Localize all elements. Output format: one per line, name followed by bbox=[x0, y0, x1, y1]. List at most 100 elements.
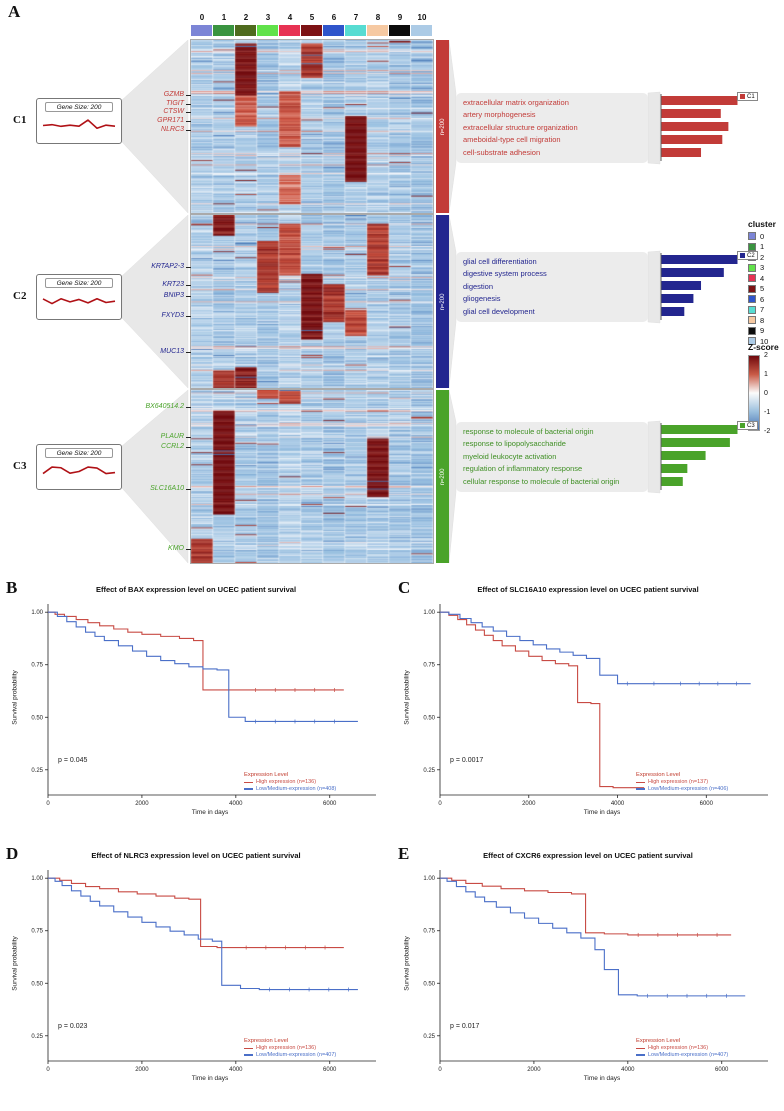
svg-text:0.75: 0.75 bbox=[423, 929, 435, 935]
km-title-bax: Effect of BAX expression level on UCEC p… bbox=[95, 585, 297, 594]
gene-label-slc16a10: SLC16A10 bbox=[150, 485, 184, 492]
svg-text:6000: 6000 bbox=[323, 801, 337, 807]
column-cluster-color bbox=[411, 25, 433, 36]
high-line-swatch bbox=[636, 1047, 645, 1049]
svg-text:6000: 6000 bbox=[323, 1067, 337, 1073]
svg-text:0.25: 0.25 bbox=[423, 1034, 435, 1040]
go-bar bbox=[661, 268, 724, 277]
x-axis-label: Time in days bbox=[191, 809, 229, 816]
profile-line bbox=[42, 466, 116, 475]
gene-label-kmo: KMO bbox=[168, 545, 184, 552]
svg-text:4000: 4000 bbox=[611, 801, 625, 807]
go-bar bbox=[661, 109, 721, 118]
legend-low-label: Low/Medium-expression (n=408) bbox=[256, 785, 337, 792]
go-term: gliogenesis bbox=[463, 294, 501, 304]
gene-tick bbox=[186, 407, 191, 408]
cluster-color-swatch bbox=[748, 232, 756, 241]
gene-size-label: Gene Size: 200 bbox=[45, 278, 113, 288]
zscore-tick-label: 1 bbox=[764, 370, 768, 378]
p-value: p = 0.023 bbox=[58, 1023, 88, 1030]
cluster-legend-item: 7 bbox=[748, 305, 776, 316]
gene-label-muc13: MUC13 bbox=[160, 348, 184, 355]
y-axis-label: Survival probability bbox=[11, 936, 19, 991]
low-line-swatch bbox=[244, 788, 253, 790]
barchart-tag-c2: C2 bbox=[737, 251, 758, 260]
cluster-legend-item: 1 bbox=[748, 242, 776, 253]
y-axis-label: Survival probability bbox=[403, 936, 411, 991]
svg-text:4000: 4000 bbox=[229, 1067, 243, 1073]
cluster-color-swatch bbox=[748, 295, 756, 304]
gene-tick bbox=[186, 352, 191, 353]
cluster-legend-item: 3 bbox=[748, 263, 776, 274]
survival-curve-low bbox=[440, 877, 746, 997]
zscore-tick-label: 0 bbox=[764, 389, 768, 397]
go-term: glial cell development bbox=[463, 306, 535, 316]
go-term: response to molecule of bacterial origin bbox=[463, 427, 594, 436]
go-bar bbox=[661, 425, 738, 434]
column-cluster-color bbox=[257, 25, 279, 36]
cluster-color-swatch bbox=[748, 242, 756, 251]
survival-curve-high bbox=[440, 611, 645, 789]
svg-text:2000: 2000 bbox=[135, 801, 149, 807]
svg-text:0.50: 0.50 bbox=[423, 715, 435, 721]
svg-text:1.00: 1.00 bbox=[423, 876, 435, 882]
cluster-legend-label: 6 bbox=[760, 294, 765, 304]
km-panel-nlrc3: D Effect of NLRC3 expression level on UC… bbox=[0, 844, 392, 1110]
km-panel-slc16a10: C Effect of SLC16A10 expression level on… bbox=[392, 578, 784, 844]
svg-text:1.00: 1.00 bbox=[31, 610, 43, 616]
heatmap-cluster2-canvas bbox=[190, 214, 434, 389]
svg-text:6000: 6000 bbox=[715, 1067, 729, 1073]
go-term: cell-substrate adhesion bbox=[463, 147, 541, 157]
panel-a-label: A bbox=[8, 2, 21, 21]
gene-label-gzmb: GZMB bbox=[163, 91, 184, 98]
cluster1-profile-sparkline bbox=[42, 119, 116, 130]
cluster-legend-label: 3 bbox=[760, 263, 765, 273]
cluster2-summary-box: Gene Size: 200 bbox=[36, 274, 122, 320]
cluster-color-swatch bbox=[748, 284, 756, 293]
survival-curve-high bbox=[440, 877, 732, 936]
go-bar bbox=[661, 148, 702, 157]
go-terms-cluster1: extracellular matrix organization artery… bbox=[456, 93, 648, 163]
gene-label-fxyd3: FXYD3 bbox=[161, 312, 184, 319]
gene-tick bbox=[186, 267, 191, 268]
svg-text:0: 0 bbox=[46, 1067, 50, 1073]
cluster1-summary-box: Gene Size: 200 bbox=[36, 98, 122, 144]
panel-a: A C1 Gene Size: 200 C2 Gene Size: 200 C3… bbox=[8, 2, 779, 564]
low-line-swatch bbox=[636, 788, 645, 790]
go-bar bbox=[661, 122, 729, 131]
cluster-legend-label: 5 bbox=[760, 284, 765, 294]
go-barchart-cluster3 bbox=[660, 423, 738, 490]
barchart-tag-label: C2 bbox=[747, 252, 755, 259]
survival-curve-high bbox=[48, 877, 344, 949]
survival-curve-low bbox=[48, 611, 358, 723]
km-plot-nlrc3: 1.00 0.75 0.50 0.25 0 2000 4000 6000 bbox=[31, 870, 376, 1073]
gene-tick bbox=[186, 121, 191, 122]
gene-tick bbox=[186, 112, 191, 113]
go-term: ameboidal-type cell migration bbox=[463, 135, 561, 145]
cluster-legend-label: 2 bbox=[760, 252, 765, 262]
km-title-slc16a10: Effect of SLC16A10 expression level on U… bbox=[477, 585, 699, 594]
legend-item-high: High expression (n=136) bbox=[244, 1045, 336, 1052]
profile-line bbox=[42, 297, 116, 305]
go-bar bbox=[661, 307, 685, 316]
legend-item-low: Low/Medium-expression (n=407) bbox=[636, 1052, 728, 1059]
legend-title: Expression Level bbox=[244, 1038, 289, 1044]
heatmap-column-colorbar bbox=[191, 25, 433, 36]
cluster-legend-item: 0 bbox=[748, 231, 776, 242]
gene-label-bx640514: BX640514.2 bbox=[145, 403, 184, 410]
go-bar bbox=[661, 281, 702, 290]
survival-curve-low bbox=[440, 611, 751, 685]
km-panel-cxcr6: E Effect of CXCR6 expression level on UC… bbox=[392, 844, 784, 1110]
cluster-color-swatch bbox=[748, 316, 756, 325]
gene-tick bbox=[186, 130, 191, 131]
legend-item-low: Low/Medium-expression (n=406) bbox=[636, 786, 728, 793]
cluster3-n-label: n=200 bbox=[439, 468, 446, 485]
cluster-legend-item: 4 bbox=[748, 273, 776, 284]
zscore-gradient bbox=[748, 355, 760, 431]
cluster-legend-item: 10 bbox=[748, 336, 776, 347]
cluster2-profile-sparkline bbox=[42, 297, 116, 305]
low-line-swatch bbox=[244, 1054, 253, 1056]
cluster1-name: C1 bbox=[13, 114, 27, 126]
panel-c-label: C bbox=[398, 578, 411, 597]
gene-tick bbox=[186, 316, 191, 317]
